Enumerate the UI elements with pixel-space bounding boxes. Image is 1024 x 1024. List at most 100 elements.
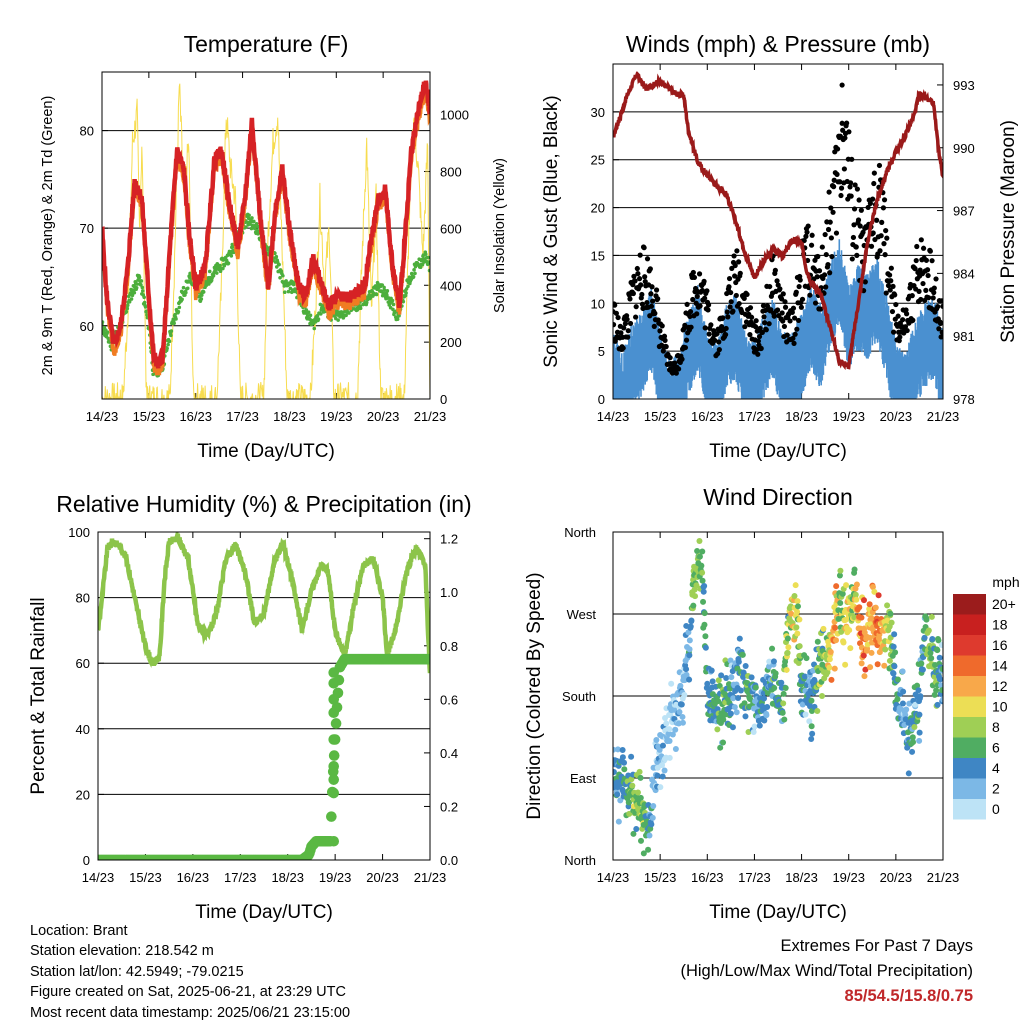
gust-point: [723, 325, 729, 332]
direction-point: [894, 696, 901, 703]
plot-border: [612, 63, 944, 400]
gust-point: [923, 257, 930, 263]
dewpoint-point: [395, 317, 400, 322]
direction-point: [704, 680, 711, 687]
gust-point: [679, 356, 685, 362]
gust-point: [720, 315, 726, 321]
gust-point: [727, 304, 733, 310]
gust-point: [893, 301, 899, 308]
gust-point: [815, 253, 821, 260]
direction-point: [614, 791, 621, 798]
gust-point: [816, 268, 823, 274]
direction-point: [742, 713, 749, 720]
x-tick-label: 19/23: [320, 409, 353, 424]
gust-point: [938, 334, 943, 340]
gust-point: [839, 82, 845, 88]
direction-point: [629, 782, 636, 789]
y-tick-label: 0: [598, 392, 605, 407]
gust-point: [647, 266, 653, 272]
dewpoint-point: [221, 266, 225, 271]
dewpoint-point: [281, 273, 285, 278]
dewpoint-point: [364, 300, 369, 305]
x-tick-label: 20/23: [880, 409, 913, 424]
legend-label: 10: [992, 699, 1008, 715]
gust-point: [892, 292, 898, 298]
gust-point: [706, 302, 712, 308]
gust-point: [725, 314, 731, 320]
direction-point: [909, 734, 916, 741]
dewpoint-point: [401, 299, 406, 304]
dewpoint-point: [174, 317, 178, 321]
dewpoint-point: [319, 312, 323, 316]
gust-point: [833, 230, 840, 236]
gust-point: [728, 299, 734, 305]
gust-point: [737, 270, 743, 276]
gust-point: [831, 184, 837, 190]
direction-point: [843, 582, 850, 589]
gust-point: [766, 321, 772, 327]
direction-point: [934, 701, 941, 708]
direction-point: [633, 826, 640, 833]
direction-point: [784, 649, 791, 656]
direction-point: [868, 649, 875, 656]
gust-point: [754, 347, 760, 353]
direction-point: [779, 709, 786, 716]
gust-point: [842, 135, 848, 141]
gust-point: [636, 276, 643, 282]
direction-point: [645, 846, 652, 853]
direction-point: [914, 682, 921, 689]
dewpoint-point: [142, 295, 146, 300]
dewpoint-point: [373, 284, 378, 288]
direction-point: [634, 789, 641, 796]
direction-point: [692, 593, 699, 600]
direction-point: [694, 547, 701, 554]
gust-point: [940, 303, 943, 309]
gust-point: [853, 244, 859, 250]
extremes-box: Extremes For Past 7 Days (High/Low/Max W…: [680, 934, 973, 1009]
direction-point: [718, 672, 725, 679]
direction-point: [666, 737, 673, 744]
direction-point: [803, 655, 810, 662]
y-tick-label: North: [564, 853, 596, 868]
direction-point: [814, 638, 821, 645]
direction-point: [827, 648, 834, 655]
legend-swatch: [953, 635, 986, 656]
dewpoint-point: [344, 313, 348, 318]
dewpoint-point: [125, 303, 130, 308]
direction-point: [659, 773, 666, 780]
direction-point: [737, 687, 744, 694]
gust-point: [730, 308, 736, 314]
precip-point: [326, 811, 337, 822]
direction-point: [794, 608, 801, 615]
y2-tick-label: 0.6: [440, 692, 458, 707]
gust-point: [801, 237, 807, 244]
dewpoint-point: [382, 288, 387, 293]
gust-point: [726, 275, 733, 282]
direction-point: [686, 646, 693, 653]
gust-point: [876, 162, 883, 169]
gust-point: [808, 242, 815, 248]
gust-point: [624, 316, 630, 322]
direction-point: [900, 688, 907, 695]
gust-point: [838, 185, 845, 191]
gust-point: [691, 274, 698, 281]
direction-point: [688, 617, 695, 624]
gust-point: [827, 219, 833, 225]
x-tick-label: 21/23: [414, 870, 447, 885]
gust-point: [676, 366, 682, 372]
gust-point: [733, 292, 739, 299]
gust-point: [687, 308, 694, 315]
dewpoint-point: [336, 318, 340, 322]
gust-point: [613, 310, 619, 316]
gust-point: [888, 265, 894, 271]
legend-label: 12: [992, 678, 1008, 694]
direction-point: [866, 601, 873, 608]
direction-point: [619, 754, 626, 761]
direction-point: [650, 803, 657, 810]
extremes-title: Extremes For Past 7 Days: [780, 937, 973, 955]
gust-point: [781, 323, 788, 330]
dewpoint-point: [413, 271, 417, 276]
gust-point: [758, 345, 764, 352]
gust-point: [755, 351, 761, 357]
